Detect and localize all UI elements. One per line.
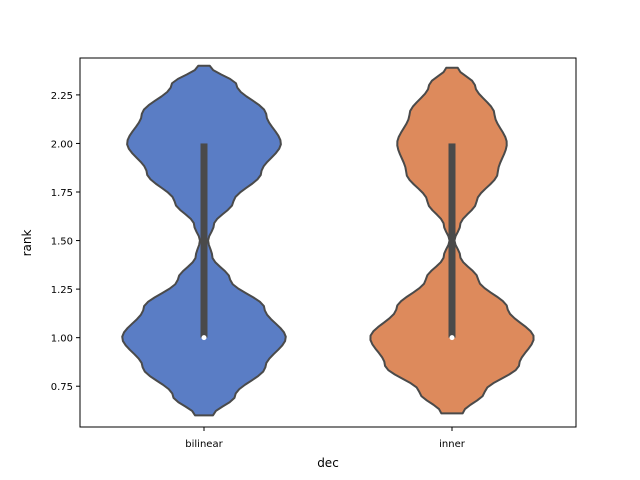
y-axis-label: rank	[20, 230, 34, 257]
violin-box-bilinear	[200, 143, 208, 338]
y-tick-label: 2.00	[51, 139, 73, 150]
x-axis-ticks: bilinear inner	[185, 427, 466, 450]
y-tick-label: 1.25	[51, 285, 73, 296]
x-tick-label: inner	[439, 439, 466, 450]
y-axis-ticks: 0.75 1.00 1.25 1.50 1.75 2.00 2.25	[51, 91, 80, 393]
y-tick-label: 1.50	[51, 237, 73, 248]
y-tick-label: 2.25	[51, 91, 73, 102]
y-tick-label: 0.75	[51, 382, 73, 393]
x-tick-label: bilinear	[185, 439, 223, 450]
violin-box-inner	[448, 143, 456, 338]
violins-layer	[121, 64, 535, 417]
axes-frame	[79, 57, 577, 428]
violin-median-bilinear	[201, 335, 207, 341]
violin-median-inner	[449, 335, 455, 341]
y-tick-label: 1.00	[51, 334, 73, 345]
y-tick-label: 1.75	[51, 188, 73, 199]
x-axis-label: dec	[317, 456, 339, 470]
